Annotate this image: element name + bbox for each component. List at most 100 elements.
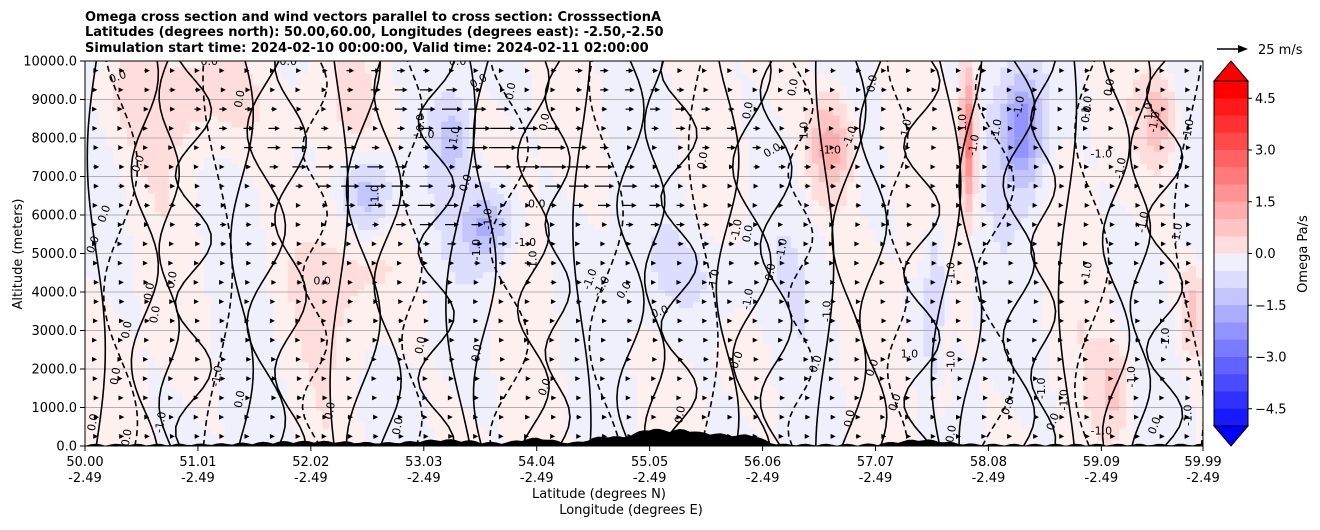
- omega-cell: [245, 199, 254, 206]
- omega-cell: [427, 301, 435, 309]
- omega-cell: [588, 301, 596, 309]
- omega-cell: [532, 385, 540, 393]
- omega-cell: [581, 307, 589, 315]
- omega-cell: [497, 151, 505, 158]
- omega-cell: [560, 157, 568, 164]
- omega-cell: [609, 385, 617, 393]
- omega-cell: [329, 223, 338, 231]
- omega-cell: [553, 145, 561, 152]
- omega-cell: [553, 277, 561, 285]
- omega-cell: [588, 259, 596, 267]
- omega-cell: [385, 151, 394, 158]
- omega-cell: [119, 391, 128, 399]
- omega-cell: [287, 325, 296, 333]
- omega-cell: [245, 121, 254, 128]
- omega-cell: [497, 133, 505, 140]
- omega-cell: [147, 205, 156, 212]
- omega-cell: [210, 427, 219, 435]
- omega-cell: [224, 67, 233, 74]
- omega-cell: [476, 67, 484, 74]
- omega-cell: [567, 397, 575, 405]
- omega-cell: [85, 409, 93, 417]
- omega-cell: [511, 247, 519, 255]
- omega-cell: [259, 241, 268, 249]
- omega-cell: [147, 253, 156, 261]
- omega-cell: [476, 271, 484, 279]
- omega-cell: [462, 247, 470, 255]
- omega-cell: [210, 361, 219, 369]
- omega-cell: [567, 325, 575, 333]
- omega-cell: [490, 73, 498, 80]
- omega-cell: [448, 409, 456, 417]
- omega-cell: [196, 427, 205, 435]
- omega-cell: [336, 379, 345, 387]
- omega-cell: [490, 193, 498, 200]
- omega-cell: [357, 367, 366, 375]
- omega-cell: [623, 175, 631, 182]
- omega-cell: [602, 415, 610, 423]
- omega-cell: [462, 355, 470, 363]
- omega-cell: [301, 397, 310, 405]
- omega-cell: [420, 73, 428, 80]
- omega-cell: [476, 265, 484, 273]
- omega-cell: [427, 187, 435, 194]
- omega-cell: [420, 109, 428, 116]
- omega-cell: [196, 331, 205, 339]
- omega-cell: [385, 289, 394, 297]
- omega-cell: [287, 73, 296, 80]
- omega-cell: [483, 181, 491, 188]
- omega-cell: [161, 85, 170, 92]
- omega-cell: [588, 331, 596, 339]
- omega-cell: [189, 289, 198, 297]
- omega-cell: [147, 97, 156, 104]
- omega-cell: [357, 373, 366, 381]
- omega-cell: [273, 187, 282, 194]
- omega-cell: [399, 79, 408, 86]
- omega-cell: [147, 61, 156, 68]
- omega-cell: [511, 205, 519, 212]
- omega-cell: [203, 253, 212, 261]
- omega-cell: [252, 421, 261, 429]
- omega-cell: [175, 127, 184, 134]
- omega-cell: [406, 301, 415, 309]
- omega-cell: [301, 343, 310, 351]
- omega-cell: [483, 91, 491, 98]
- omega-cell: [245, 151, 254, 158]
- omega-cell: [105, 205, 114, 212]
- omega-cell: [147, 385, 156, 393]
- omega-cell: [427, 313, 435, 321]
- omega-cell: [126, 205, 135, 212]
- omega-cell: [539, 85, 547, 92]
- omega-cell: [280, 355, 289, 363]
- omega-cell: [567, 169, 575, 176]
- omega-cell: [427, 181, 435, 188]
- omega-cell: [182, 127, 191, 134]
- omega-cell: [119, 157, 128, 164]
- omega-cell: [203, 307, 212, 315]
- omega-cell: [581, 121, 589, 128]
- omega-cell: [455, 301, 463, 309]
- omega-cell: [147, 331, 156, 339]
- omega-cell: [238, 391, 247, 399]
- omega-cell: [546, 349, 554, 357]
- omega-cell: [427, 361, 435, 369]
- omega-cell: [266, 157, 275, 164]
- omega-cell: [413, 313, 421, 321]
- omega-cell: [434, 145, 442, 152]
- omega-cell: [182, 385, 191, 393]
- omega-cell: [343, 295, 352, 303]
- omega-cell: [525, 229, 533, 237]
- omega-cell: [455, 193, 463, 200]
- omega-cell: [259, 397, 268, 405]
- omega-cell: [504, 103, 512, 110]
- omega-cell: [336, 91, 345, 98]
- omega-cell: [343, 91, 352, 98]
- omega-cell: [196, 253, 205, 261]
- omega-cell: [413, 175, 421, 182]
- omega-cell: [336, 193, 345, 200]
- omega-cell: [469, 115, 477, 122]
- omega-cell: [336, 67, 345, 74]
- omega-cell: [196, 265, 205, 273]
- omega-cell: [546, 127, 554, 134]
- omega-cell: [413, 127, 421, 134]
